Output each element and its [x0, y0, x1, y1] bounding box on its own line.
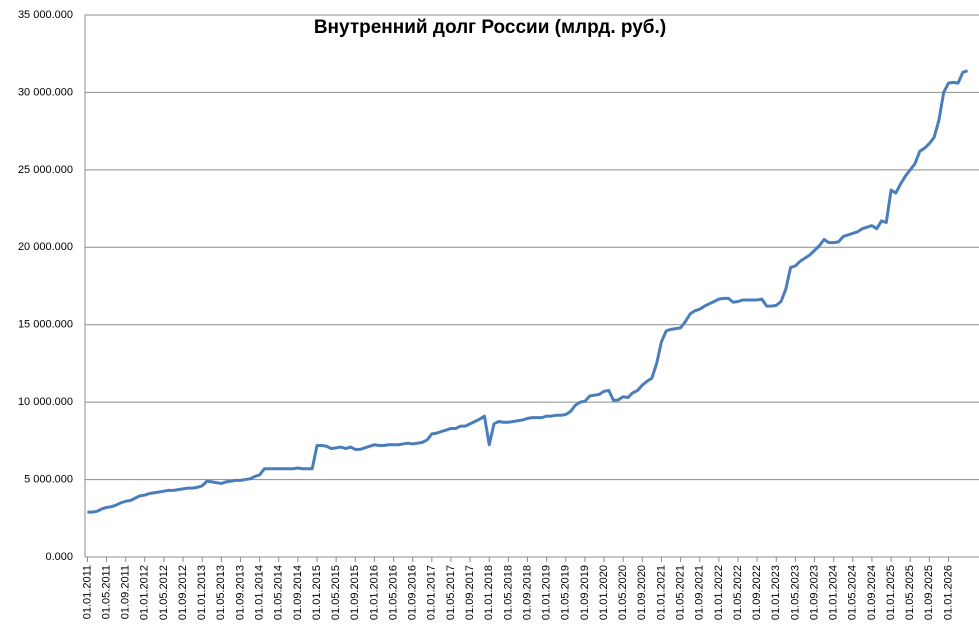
x-tick-label: 01.05.2013 — [215, 565, 227, 620]
x-tick-label: 01.05.2018 — [502, 565, 514, 620]
x-tick-label: 01.01.2013 — [196, 565, 208, 620]
x-tick-label: 01.01.2025 — [885, 565, 897, 620]
x-tick-label: 01.01.2017 — [426, 565, 438, 620]
y-tick-label: 35 000.000 — [18, 9, 73, 21]
x-tick-label: 01.05.2011 — [100, 565, 112, 619]
x-tick-label: 01.09.2021 — [694, 565, 706, 620]
y-tick-label: 10 000.000 — [18, 396, 73, 408]
x-tick-label: 01.09.2024 — [866, 565, 878, 620]
x-tick-label: 01.05.2022 — [732, 565, 744, 620]
x-tick-label: 01.01.2014 — [254, 565, 266, 620]
x-tick-label: 01.09.2023 — [808, 565, 820, 620]
x-tick-label: 01.09.2017 — [464, 565, 476, 620]
x-tick-label: 01.05.2014 — [273, 565, 285, 620]
x-tick-label: 01.05.2012 — [158, 565, 170, 620]
x-tick-label: 01.01.2024 — [828, 565, 840, 620]
x-tick-label: 01.09.2012 — [177, 565, 189, 620]
x-tick-label: 01.01.2021 — [655, 565, 667, 620]
x-tick-label: 01.09.2016 — [407, 565, 419, 620]
data-line — [87, 69, 969, 514]
x-tick-label: 01.01.2011 — [81, 565, 93, 619]
x-tick-label: 01.05.2021 — [674, 565, 686, 620]
y-tick-label: 0.000 — [45, 551, 73, 563]
y-tick-label: 15 000.000 — [18, 319, 73, 331]
x-tick-label: 01.01.2015 — [311, 565, 323, 620]
x-tick-label: 01.01.2022 — [713, 565, 725, 620]
x-tick-label: 01.05.2015 — [330, 565, 342, 620]
x-tick-label: 01.09.2025 — [923, 565, 935, 620]
y-tick-label: 5 000.000 — [24, 473, 73, 485]
x-tick-label: 01.09.2019 — [579, 565, 591, 620]
x-tick-label: 01.05.2016 — [387, 565, 399, 620]
y-tick-label: 20 000.000 — [18, 241, 73, 253]
x-tick-label: 01.05.2017 — [445, 565, 457, 620]
x-tick-label: 01.01.2018 — [483, 565, 495, 620]
x-tick-label: 01.01.2016 — [368, 565, 380, 620]
x-tick-label: 01.01.2012 — [139, 565, 151, 620]
x-tick-label: 01.05.2025 — [904, 565, 916, 620]
x-tick-label: 01.01.2023 — [770, 565, 782, 620]
x-tick-label: 01.05.2019 — [560, 565, 572, 620]
chart-title: Внутренний долг России (млрд. руб.) — [314, 17, 666, 38]
x-tick-label: 01.09.2015 — [349, 565, 361, 620]
x-tick-label: 01.05.2024 — [847, 565, 859, 620]
y-tick-label: 25 000.000 — [18, 164, 73, 176]
x-tick-label: 01.09.2014 — [292, 565, 304, 620]
y-tick-label: 30 000.000 — [18, 86, 73, 98]
x-tick-label: 01.05.2023 — [789, 565, 801, 620]
x-tick-label: 01.05.2020 — [617, 565, 629, 620]
x-tick-label: 01.09.2013 — [234, 565, 246, 620]
x-tick-label: 01.01.2020 — [598, 565, 610, 620]
x-tick-label: 01.09.2018 — [521, 565, 533, 620]
x-tick-label: 01.09.2011 — [120, 565, 132, 619]
x-tick-label: 01.09.2022 — [751, 565, 763, 620]
x-tick-label: 01.09.2020 — [636, 565, 648, 620]
x-tick-label: 01.01.2019 — [541, 565, 553, 620]
x-tick-label: 01.01.2026 — [942, 565, 954, 620]
